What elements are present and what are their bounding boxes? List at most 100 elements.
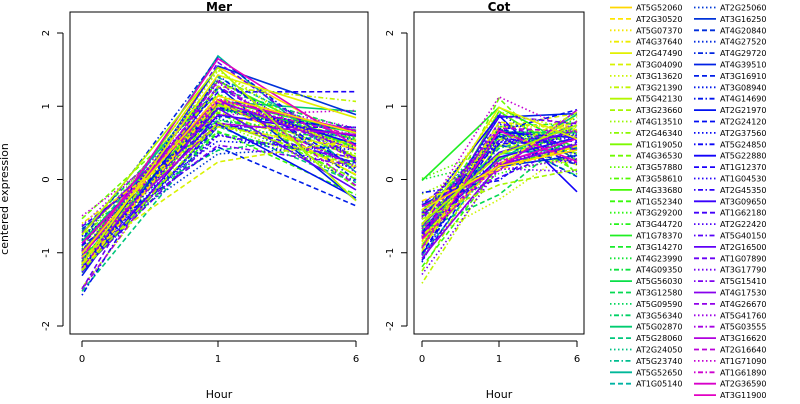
legend-entry: AT3G04090 <box>610 61 682 70</box>
series-line <box>421 124 578 225</box>
legend-label: AT4G33680 <box>636 186 682 195</box>
legend-entry: AT4G23990 <box>610 254 682 263</box>
legend-label: AT2G47490 <box>636 49 682 58</box>
series-line <box>81 92 357 274</box>
legend-label: AT4G14690 <box>720 95 766 104</box>
panel-mer-x-axis: 0 1 6 <box>79 340 359 365</box>
panel-mer-plot-box <box>69 11 369 335</box>
legend-entry: AT4G29720 <box>694 49 766 58</box>
y-tick-label: -1 <box>41 248 52 258</box>
legend-label: AT5G02870 <box>636 323 682 332</box>
legend-label: AT2G30520 <box>636 15 682 24</box>
legend-label: AT5G23740 <box>636 357 682 366</box>
series-line <box>81 85 357 267</box>
legend-entry: AT4G27520 <box>694 38 766 47</box>
legend-entry: AT2G16640 <box>694 346 766 355</box>
legend-entry: AT5G52060 <box>610 4 682 13</box>
legend-entry: AT3G11900 <box>694 391 766 400</box>
legend: AT5G52060 AT2G30520 AT5G07370 AT4G37640 AT2G… <box>610 4 766 400</box>
legend-entry: AT3G16910 <box>694 72 766 81</box>
legend-entry: AT5G52650 <box>610 368 682 377</box>
legend-entry: AT4G14690 <box>694 95 766 104</box>
legend-entry: AT4G26670 <box>694 300 766 309</box>
series-line <box>81 106 357 252</box>
legend-entry: AT4G37640 <box>610 38 682 47</box>
legend-label: AT2G16500 <box>720 243 766 252</box>
legend-label: AT5G52060 <box>636 4 682 13</box>
series-line <box>421 134 578 206</box>
legend-entry: AT3G29200 <box>610 209 682 218</box>
series-line <box>81 97 357 271</box>
legend-label: AT1G52340 <box>636 197 682 206</box>
legend-entry: AT3G16250 <box>694 15 766 24</box>
panel-cot-x-axis-title: Hour <box>486 388 513 400</box>
panel-mer-x-axis-title: Hour <box>206 388 233 400</box>
legend-entry: AT3G21390 <box>610 83 682 92</box>
legend-label: AT4G29720 <box>720 49 766 58</box>
series-line <box>81 125 357 292</box>
panel-mer: Mer 0 1 6 -2 -1 0 1 2 Hour centered expression <box>0 0 369 401</box>
legend-label: AT4G26670 <box>720 300 766 309</box>
y-tick-label: -2 <box>41 321 52 331</box>
legend-label: AT5G56030 <box>636 277 682 286</box>
legend-entry: AT4G33680 <box>610 186 682 195</box>
y-tick-label: 2 <box>385 30 396 36</box>
legend-entry: AT1G61890 <box>694 368 766 377</box>
series-line <box>81 122 357 272</box>
series-line <box>421 131 578 232</box>
legend-label: AT5G22880 <box>720 152 766 161</box>
legend-entry: AT5G03555 <box>694 323 766 332</box>
legend-label: AT2G24120 <box>720 118 766 127</box>
legend-label: AT3G14270 <box>636 243 682 252</box>
legend-label: AT2G37560 <box>720 129 766 138</box>
legend-label: AT4G27520 <box>720 38 766 47</box>
legend-label: AT2G25060 <box>720 4 766 13</box>
legend-label: AT1G04530 <box>720 175 766 184</box>
legend-label: AT3G57880 <box>636 163 682 172</box>
legend-entry: AT2G46340 <box>610 129 682 138</box>
series-line <box>421 155 578 260</box>
series-line <box>81 57 357 259</box>
legend-entry: AT3G23660 <box>610 106 682 115</box>
legend-label: AT4G37640 <box>636 38 682 47</box>
legend-entry: AT1G52340 <box>610 197 682 206</box>
legend-entry: AT3G13620 <box>610 72 682 81</box>
legend-label: AT5G09590 <box>636 300 682 309</box>
legend-entry: AT4G17530 <box>694 289 766 298</box>
legend-entry: AT1G19050 <box>610 140 682 149</box>
legend-label: AT3G23660 <box>636 106 682 115</box>
series-line <box>421 114 578 214</box>
legend-label: AT2G45350 <box>720 186 766 195</box>
y-tick-label: 1 <box>385 103 396 109</box>
x-tick-label: 0 <box>79 354 85 365</box>
legend-entry: AT3G56340 <box>610 311 682 320</box>
series-line <box>421 130 578 211</box>
legend-entry: AT2G22420 <box>694 220 766 229</box>
series-line <box>421 110 578 216</box>
legend-label: AT2G46340 <box>636 129 682 138</box>
legend-label: AT1G19050 <box>636 140 682 149</box>
legend-label: AT5G42130 <box>636 95 682 104</box>
legend-label: AT2G36590 <box>720 380 766 389</box>
legend-label: AT1G71090 <box>720 357 766 366</box>
legend-entry: AT2G37560 <box>694 129 766 138</box>
legend-label: AT3G16910 <box>720 72 766 81</box>
series-line <box>81 123 357 236</box>
legend-entry: AT2G25060 <box>694 4 766 13</box>
legend-entry: AT4G09350 <box>610 266 682 275</box>
legend-entry: AT3G12580 <box>610 289 682 298</box>
legend-label: AT5G41760 <box>720 311 766 320</box>
legend-label: AT4G23990 <box>636 254 682 263</box>
panel-cot-title: Cot <box>488 0 511 14</box>
legend-label: AT3G29200 <box>636 209 682 218</box>
legend-label: AT2G21970 <box>720 106 766 115</box>
legend-entry: AT1G78370 <box>610 232 682 241</box>
legend-label: AT3G09650 <box>720 197 766 206</box>
series-line <box>81 130 357 257</box>
series-line <box>421 128 578 220</box>
legend-label: AT5G52650 <box>636 368 682 377</box>
legend-label: AT4G36530 <box>636 152 682 161</box>
legend-entry: AT4G39510 <box>694 61 766 70</box>
series-line <box>81 126 357 224</box>
